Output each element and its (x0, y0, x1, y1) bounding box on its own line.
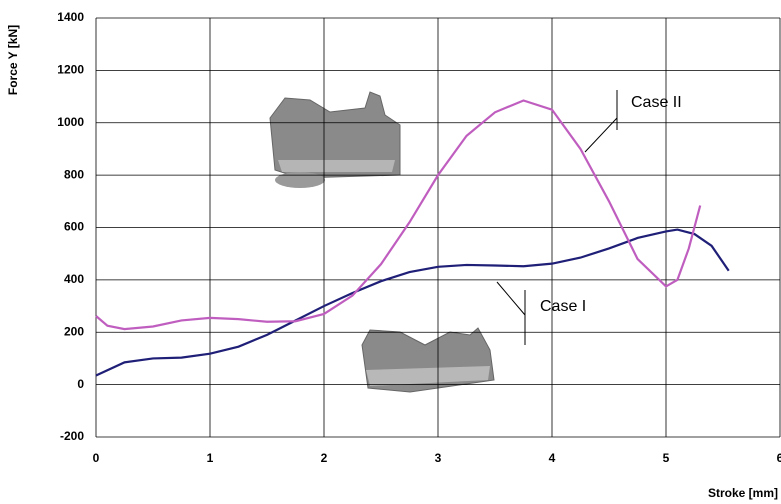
y-tick-label: 1200 (57, 63, 84, 77)
x-tick-label: 1 (207, 451, 214, 465)
series-label: Case II (631, 94, 682, 111)
y-tick-label: 1000 (57, 115, 84, 129)
x-tick-label: 0 (93, 451, 100, 465)
part-image-case-ii (270, 92, 400, 188)
y-tick-label: 0 (77, 377, 84, 391)
part-image-case-i (362, 328, 494, 392)
y-tick-label: 600 (64, 220, 84, 234)
y-tick-label: 800 (64, 167, 84, 181)
y-tick-label: 1400 (57, 10, 84, 24)
x-axis-label: Stroke [mm] (708, 486, 778, 500)
x-tick-label: 3 (435, 451, 442, 465)
x-tick-label: 5 (663, 451, 670, 465)
x-tick-label: 4 (549, 451, 556, 465)
x-tick-label: 6 (777, 451, 781, 465)
y-tick-label: 400 (64, 272, 84, 286)
chart: Force Y [kN] Stroke [mm] Case II Case I … (0, 0, 781, 504)
y-axis-label: Force Y [kN] (6, 25, 20, 95)
y-tick-label: 200 (64, 324, 84, 338)
y-tick-label: -200 (60, 429, 84, 443)
x-tick-label: 2 (321, 451, 328, 465)
annotation-leader (497, 282, 525, 315)
series-label: Case I (540, 298, 586, 315)
